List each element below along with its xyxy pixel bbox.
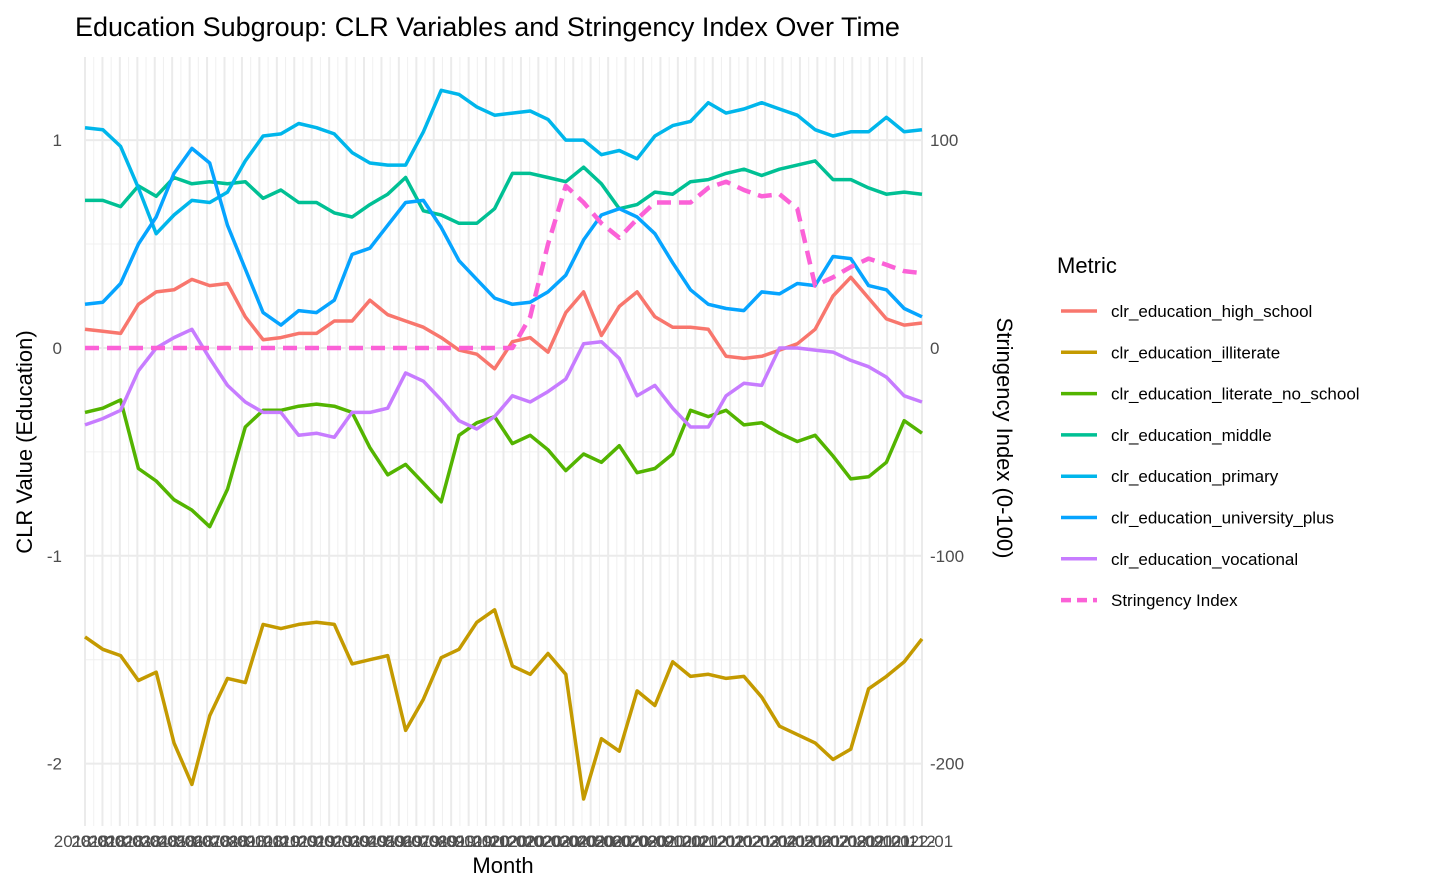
x-tick-label: 2020-12 bbox=[664, 832, 726, 851]
x-tick-label: 2020-05 bbox=[542, 832, 604, 851]
series-line-stringency-index bbox=[85, 179, 923, 351]
series-line-clr-education-illiterate bbox=[83, 608, 924, 801]
y2-axis-ticks: -200 -100 0 100 bbox=[930, 131, 964, 774]
legend-label: Stringency Index bbox=[1111, 591, 1238, 610]
x-tick-label: 2019-11 bbox=[438, 832, 499, 851]
x-tick-label: 2021-01 bbox=[682, 832, 744, 851]
y-axis-title: CLR Value (Education) bbox=[12, 330, 37, 553]
x-tick-label: 2019-03 bbox=[298, 832, 360, 851]
legend-label: clr_education_vocational bbox=[1111, 550, 1298, 569]
x-tick-label: 2019-08 bbox=[385, 832, 447, 851]
legend-label: clr_education_high_school bbox=[1111, 302, 1312, 321]
series-line-clr-education-primary bbox=[84, 88, 923, 236]
x-tick-label: 2021-07 bbox=[786, 832, 848, 851]
series-line-clr-education-middle bbox=[85, 159, 923, 226]
x-tick-label: 2018-02 bbox=[71, 832, 133, 851]
x-tick-label: 2018-06 bbox=[141, 832, 203, 851]
x-tick-label: 2020-06 bbox=[559, 832, 621, 851]
legend-label: clr_education_university_plus bbox=[1111, 509, 1334, 528]
x-tick-label: 2020-08 bbox=[594, 832, 656, 851]
legend-label: clr_education_primary bbox=[1111, 467, 1279, 486]
series-line-clr-education-university-plus bbox=[84, 146, 923, 327]
x-tick-label: 2021-04 bbox=[734, 832, 796, 851]
x-tick-label: 2018-11 bbox=[229, 832, 290, 851]
chart-title: Education Subgroup: CLR Variables and St… bbox=[75, 12, 900, 42]
x-tick-label: 2022-01 bbox=[891, 832, 953, 851]
x-tick-label: 2021-05 bbox=[751, 832, 813, 851]
x-tick-label: 2021-02 bbox=[699, 832, 761, 851]
x-tick-label: 2019-06 bbox=[350, 832, 412, 851]
x-tick-label: 2019-07 bbox=[368, 832, 430, 851]
legend-label: clr_education_literate_no_school bbox=[1111, 385, 1360, 404]
grid-major bbox=[84, 57, 923, 826]
x-tick-label: 2020-07 bbox=[577, 832, 639, 851]
x-tick-label: 2020-01 bbox=[472, 832, 534, 851]
x-tick-label: 2019-09 bbox=[403, 832, 465, 851]
x-tick-label: 2020-03 bbox=[507, 832, 569, 851]
x-tick-label: 2018-09 bbox=[193, 832, 255, 851]
x-tick-label: 2018-07 bbox=[158, 832, 220, 851]
y-tick-label: 1 bbox=[53, 131, 62, 150]
x-tick-label: 2019-04 bbox=[315, 832, 377, 851]
x-tick-label: 2020-09 bbox=[612, 832, 674, 851]
y2-tick-label: -100 bbox=[930, 547, 964, 566]
series-line-clr-education-literate-no-school bbox=[84, 398, 924, 529]
x-tick-label: 2020-10 bbox=[629, 832, 691, 851]
y-tick-label: -2 bbox=[47, 755, 62, 774]
y2-tick-label: 0 bbox=[930, 339, 939, 358]
legend-label: clr_education_illiterate bbox=[1111, 343, 1280, 362]
x-tick-label: 2021-12 bbox=[873, 832, 935, 851]
x-tick-label: 2021-08 bbox=[804, 832, 866, 851]
y2-axis-title: Stringency Index (0-100) bbox=[992, 318, 1017, 559]
x-tick-label: 2018-12 bbox=[246, 832, 308, 851]
x-tick-label: 2018-01 bbox=[54, 832, 116, 851]
y-tick-label: -1 bbox=[47, 547, 62, 566]
y-axis-ticks: -2 -1 0 1 bbox=[47, 131, 62, 774]
x-tick-label: 2019-02 bbox=[280, 832, 342, 851]
x-axis-ticks: 2018-012018-022018-032018-042018-052018-… bbox=[54, 832, 953, 851]
x-tick-label: 2018-08 bbox=[176, 832, 238, 851]
x-tick-label: 2020-04 bbox=[525, 832, 587, 851]
series-line-clr-education-vocational bbox=[84, 327, 923, 440]
x-tick-label: 2018-10 bbox=[211, 832, 273, 851]
y2-tick-label: -200 bbox=[930, 755, 964, 774]
x-tick-label: 2021-10 bbox=[838, 832, 900, 851]
x-axis-title: Month bbox=[472, 853, 533, 878]
y2-tick-label: 100 bbox=[930, 131, 958, 150]
x-tick-label: 2019-10 bbox=[420, 832, 482, 851]
x-tick-label: 2018-05 bbox=[124, 832, 186, 851]
legend-title: Metric bbox=[1057, 253, 1117, 278]
x-tick-label: 2019-12 bbox=[455, 832, 517, 851]
x-tick-label: 2021-11 bbox=[857, 832, 918, 851]
x-tick-label: 2021-06 bbox=[769, 832, 831, 851]
y-tick-label: 0 bbox=[53, 339, 62, 358]
x-tick-label: 2020-11 bbox=[647, 832, 708, 851]
x-tick-label: 2021-09 bbox=[821, 832, 883, 851]
x-tick-label: 2019-01 bbox=[263, 832, 325, 851]
x-tick-label: 2020-02 bbox=[490, 832, 552, 851]
legend: Metric clr_education_high_school clr_educ… bbox=[1057, 253, 1360, 610]
series-lines bbox=[83, 88, 924, 801]
x-tick-label: 2018-04 bbox=[106, 832, 168, 851]
x-tick-label: 2018-03 bbox=[89, 832, 151, 851]
x-tick-label: 2019-05 bbox=[333, 832, 395, 851]
x-tick-label: 2021-03 bbox=[716, 832, 778, 851]
legend-label: clr_education_middle bbox=[1111, 426, 1272, 445]
